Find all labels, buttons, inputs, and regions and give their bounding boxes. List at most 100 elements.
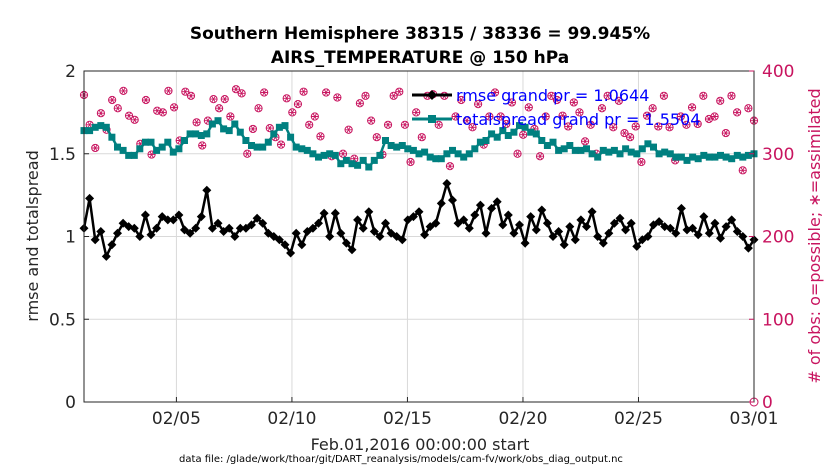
- rmse-point: [381, 218, 390, 228]
- totalspread-point: [342, 156, 350, 164]
- obs-count-point: [434, 120, 443, 129]
- rmse-point: [743, 243, 753, 253]
- rmse-point: [314, 218, 323, 228]
- obs-count-point: [524, 103, 533, 112]
- totalspread-point: [672, 153, 680, 161]
- totalspread-point: [275, 123, 283, 131]
- obs-count-point: [417, 133, 426, 142]
- obs-count-point: [361, 91, 370, 100]
- totalspread-point: [86, 127, 94, 135]
- totalspread-point: [666, 150, 674, 158]
- totalspread-point: [482, 137, 490, 144]
- totalspread-point: [744, 151, 752, 159]
- totalspread-point: [147, 138, 155, 146]
- rmse-point: [604, 228, 614, 238]
- obs-count-point: [344, 125, 353, 134]
- obs-count-point: [169, 103, 179, 112]
- totalspread-point: [348, 160, 356, 168]
- obs-count-point: [597, 104, 607, 113]
- obs-count-point: [372, 133, 381, 142]
- totalspread-point: [465, 150, 473, 158]
- x-tick-label: 02/10: [267, 409, 316, 429]
- totalspread-point: [421, 148, 429, 156]
- obs-count-point: [293, 100, 303, 109]
- rmse-point: [559, 240, 569, 250]
- rmse-series: [79, 179, 759, 261]
- rmse-point: [319, 208, 329, 218]
- rmse-point: [716, 233, 725, 243]
- totalspread-series: [80, 117, 758, 171]
- totalspread-point: [253, 143, 261, 151]
- obs-count-point: [113, 104, 122, 113]
- rmse-point: [531, 225, 541, 235]
- rmse-point: [487, 203, 497, 213]
- y-tick-label: 1.5: [49, 145, 76, 165]
- rmse-point: [475, 200, 485, 210]
- rmse-point: [140, 210, 150, 220]
- totalspread-point: [739, 153, 747, 161]
- obs-count-point: [209, 95, 218, 104]
- rmse-point: [576, 215, 586, 225]
- totalspread-point: [627, 148, 635, 156]
- totalspread-point: [248, 142, 255, 149]
- legend-rmse-marker: [427, 90, 437, 100]
- obs-count-point: [541, 112, 550, 121]
- obs-count-point: [547, 91, 556, 100]
- obs-count-point: [338, 149, 348, 158]
- chart-subtitle: AIRS_TEMPERATURE @ 150 hPa: [271, 48, 569, 68]
- obs-count-point: [744, 104, 753, 113]
- obs-count-point: [220, 95, 229, 104]
- obs-count-point: [248, 124, 258, 134]
- totalspread-point: [700, 151, 708, 159]
- rmse-point: [593, 232, 603, 241]
- totalspread-point: [365, 163, 373, 171]
- rmse-point: [420, 230, 430, 240]
- rmse-point: [308, 223, 318, 233]
- rmse-point: [609, 218, 619, 228]
- obs-count-point: [389, 91, 398, 100]
- totalspread-point: [633, 150, 641, 158]
- y-axis-left: 0 0.5 1 1.5 2: [49, 62, 89, 413]
- obs-count-point: [265, 123, 274, 133]
- totalspread-point: [599, 146, 607, 154]
- obs-count-point: [462, 116, 471, 125]
- totalspread-point: [426, 153, 434, 161]
- rmse-point: [470, 210, 480, 220]
- rmse-point: [732, 227, 742, 236]
- obs-count-point: [254, 104, 263, 113]
- rmse-point: [291, 228, 301, 238]
- obs-count-point: [316, 132, 325, 141]
- obs-count-point: [164, 86, 173, 95]
- obs-count-point: [395, 87, 404, 96]
- obs-count-point: [175, 136, 184, 145]
- rmse-point: [453, 218, 463, 228]
- totalspread-point: [527, 128, 535, 136]
- rmse-point: [436, 198, 446, 208]
- obs-count-point: [614, 96, 623, 105]
- obs-count-point: [412, 108, 421, 117]
- totalspread-point: [315, 153, 322, 161]
- totalspread-point: [236, 128, 244, 136]
- rmse-point: [191, 223, 201, 233]
- rmse-point: [258, 218, 268, 228]
- y-right-tick-label: 300: [762, 145, 794, 165]
- totalspread-point: [566, 142, 574, 149]
- obs-count-point: [124, 111, 134, 120]
- rmse-point: [168, 215, 178, 225]
- x-tick-label: 02/25: [614, 409, 663, 429]
- rmse-point: [665, 223, 675, 233]
- obs-count-point: [519, 130, 528, 139]
- totalspread-point: [588, 150, 596, 158]
- rmse-point: [632, 241, 642, 251]
- totalspread-point: [493, 133, 501, 141]
- obs-count-point: [716, 96, 725, 105]
- rmse-point: [582, 222, 591, 232]
- rmse-point: [152, 223, 162, 233]
- obs-count-point: [231, 85, 241, 94]
- rmse-point: [587, 207, 597, 217]
- totalspread-point: [231, 120, 239, 128]
- obs-count-point: [322, 88, 331, 97]
- obs-count-point: [215, 104, 224, 113]
- totalspread-point: [298, 145, 306, 153]
- totalspread-point: [220, 125, 228, 133]
